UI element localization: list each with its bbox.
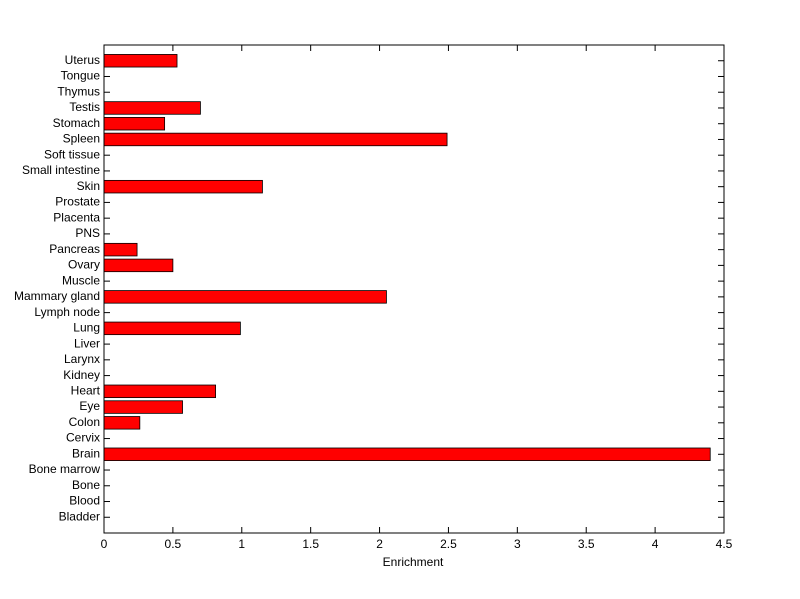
x-tick-label: 2.5 [440,537,457,551]
y-tick-label: Bone [72,478,100,492]
bar [103,101,201,115]
y-tick-label: Small intestine [22,163,100,177]
y-tick-label: Cervix [66,431,100,445]
bar [103,54,178,68]
bar [103,416,141,430]
bar [103,117,166,131]
y-tick-label: PNS [75,226,100,240]
y-tick-label: Stomach [53,116,100,130]
y-tick-label: Thymus [57,84,100,98]
bar [103,132,448,147]
y-tick-label: Prostate [55,195,100,209]
bar [103,400,183,414]
x-tick-label: 4.5 [716,537,733,551]
bar [103,242,138,257]
y-tick-label: Heart [71,383,101,397]
bar [103,384,216,399]
y-tick-label: Tongue [61,69,101,83]
y-tick-label: Brain [72,446,100,460]
y-tick-label: Blood [69,494,100,508]
y-tick-label: Skin [77,179,100,193]
y-tick-label: Spleen [63,132,100,146]
y-tick-label: Placenta [53,210,100,224]
x-tick-label: 0.5 [165,537,182,551]
y-tick-label: Mammary gland [14,289,100,303]
x-tick-label: 0 [101,537,108,551]
bar [103,179,263,194]
y-tick-label: Lymph node [34,305,100,319]
y-tick-label: Eye [79,399,100,413]
x-tick-label: 1 [238,537,245,551]
y-tick-label: Testis [69,100,100,114]
y-tick-label: Pancreas [49,242,100,256]
bar [103,447,711,461]
y-tick-label: Ovary [68,258,100,272]
x-tick-label: 4 [652,537,659,551]
x-tick-label: 3.5 [578,537,595,551]
y-tick-label: Larynx [64,352,100,366]
plot-frame [103,44,725,534]
y-tick-label: Uterus [65,53,100,67]
y-tick-label: Colon [69,415,100,429]
bar [103,258,174,273]
bar [103,321,241,336]
y-tick-label: Lung [73,321,100,335]
y-tick-label: Bladder [59,509,100,523]
y-tick-label: Soft tissue [44,147,100,161]
x-tick-label: 1.5 [302,537,319,551]
x-tick-label: 2 [376,537,383,551]
y-tick-label: Liver [74,336,100,350]
y-tick-label: Bone marrow [29,462,101,476]
y-tick-label: Kidney [63,368,100,382]
bar [103,290,387,304]
y-tick-label: Muscle [62,273,100,287]
x-tick-label: 3 [514,537,521,551]
x-axis-label: Enrichment [383,555,444,569]
